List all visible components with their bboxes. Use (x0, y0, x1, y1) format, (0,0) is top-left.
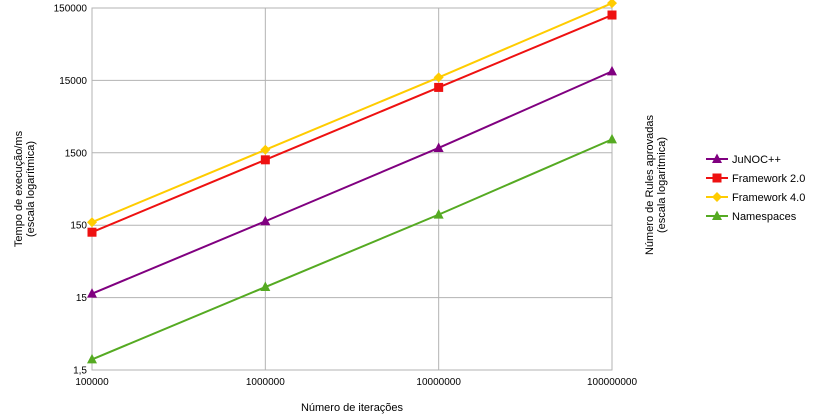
data-point (712, 153, 722, 163)
series-line (91, 2, 613, 224)
data-point (607, 10, 617, 20)
data-point (434, 82, 444, 92)
legend-item: Framework 2.0 (706, 173, 805, 185)
legend-item: JuNOC++ (706, 153, 781, 166)
legend: JuNOC++ Framework 2.0 Framework 4.0 Namespa… (706, 153, 805, 223)
x-tick-label: 100000000 (587, 377, 637, 388)
data-point (607, 65, 617, 76)
legend-label: JuNOC++ (732, 154, 781, 166)
x-tick-label: 10000000 (416, 377, 461, 388)
y-axis-title: Tempo de execução/ms (13, 130, 25, 247)
y-axis-subtitle: (escala logarítmica) (25, 141, 37, 237)
data-point (607, 133, 617, 144)
series-line (91, 138, 613, 361)
data-point (87, 227, 97, 237)
data-point (87, 288, 97, 298)
series-junoc- (87, 65, 617, 298)
y-tick-label: 1500 (65, 148, 88, 159)
y-tick-label: 15000 (59, 76, 87, 87)
data-point (433, 142, 444, 152)
y2-axis-title: Número de Rules aprovadas (644, 114, 656, 255)
legend-item: Framework 4.0 (706, 192, 805, 204)
data-point (607, 0, 617, 9)
y-axis-ticks: 1,5 15 150 1500 15000 150000 (54, 4, 88, 377)
data-point (260, 215, 271, 226)
data-point (712, 173, 722, 183)
data-point (87, 217, 97, 228)
data-point (260, 281, 271, 292)
series-line (91, 70, 613, 295)
data-point (260, 144, 271, 155)
series-framework-4-0 (87, 0, 617, 228)
data-point (433, 209, 444, 219)
y2-axis-subtitle: (escala logarítmica) (656, 137, 668, 233)
legend-label: Framework 4.0 (732, 192, 805, 204)
y-tick-label: 15 (76, 293, 88, 304)
y-tick-label: 150000 (54, 4, 88, 15)
x-tick-label: 1000000 (246, 377, 285, 388)
series-namespaces (87, 133, 617, 364)
plot-area (91, 7, 613, 371)
legend-label: Namespaces (732, 211, 797, 223)
y-tick-label: 150 (70, 221, 87, 232)
x-axis-ticks: 100000 1000000 10000000 100000000 (75, 377, 637, 388)
data-point (433, 72, 444, 83)
y-tick-label: 1,5 (73, 366, 87, 377)
data-point (712, 210, 722, 220)
x-axis-title: Número de iterações (301, 402, 404, 414)
series-line (91, 14, 613, 234)
data-point (260, 155, 270, 165)
series-framework-2-0 (87, 10, 617, 237)
series-lines (87, 0, 617, 364)
data-point (87, 353, 97, 364)
x-tick-label: 100000 (75, 377, 109, 388)
legend-label: Framework 2.0 (732, 173, 805, 185)
data-point (712, 192, 722, 202)
legend-item: Namespaces (706, 210, 797, 223)
